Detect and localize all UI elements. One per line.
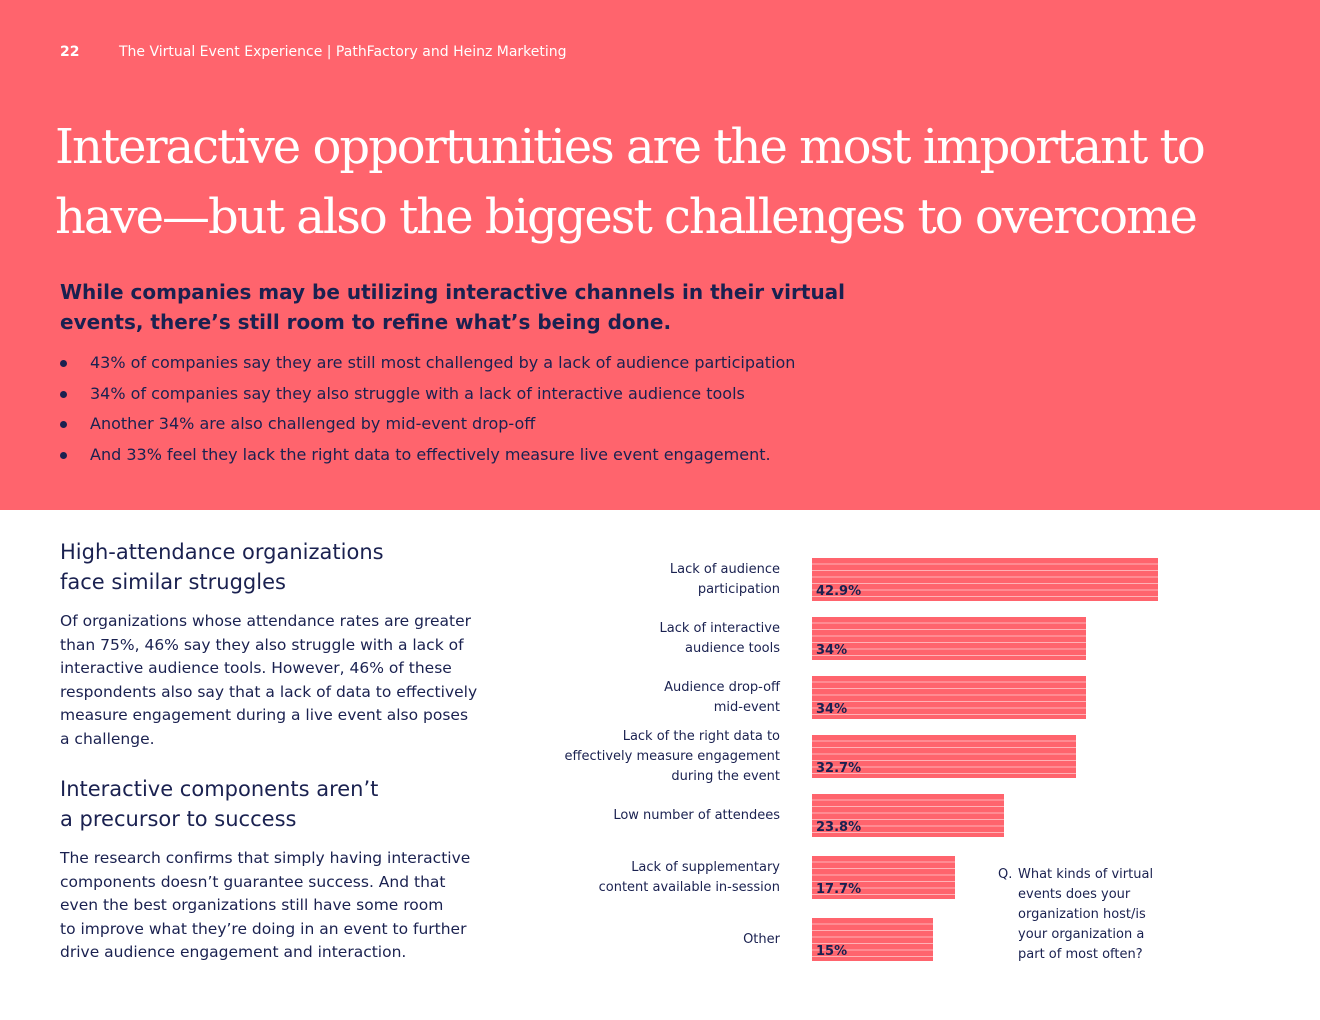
body-line: components doesn’t guarantee success. An… [60, 872, 446, 891]
bar-value-label: 34% [816, 702, 848, 717]
bar: 34% [812, 617, 1087, 660]
key-finding-text: 34% of companies say they also struggle … [90, 383, 745, 403]
body-line: measure engagement during a live event a… [60, 706, 469, 724]
bar-category-label-line: Low number of attendees [613, 807, 780, 823]
question-line: events does your [1018, 887, 1131, 902]
key-finding-item: Another 34% are also challenged by mid-e… [60, 409, 795, 440]
body-line: a challenge. [60, 729, 155, 748]
bar-category-label: Lack of supplementary content available i… [599, 858, 780, 898]
bar-category-label: Low number of attendees [613, 806, 780, 826]
bar-value-label: 32.7% [816, 761, 862, 776]
bar: 23.8% [812, 794, 1004, 837]
bar-value-label: 23.8% [816, 820, 862, 835]
key-finding-text: Another 34% are also challenged by mid-e… [90, 414, 536, 434]
page-number: 22 [60, 44, 80, 60]
running-title: The Virtual Event Experience | PathFacto… [119, 44, 567, 60]
bar: 34% [812, 676, 1087, 719]
bar-category-label-line: during the event [671, 768, 780, 784]
question-line: organization host/is [1018, 907, 1146, 922]
lead-paragraph: While companies may be utilizing interac… [60, 277, 860, 337]
bar-category-label-line: Lack of audience [669, 561, 780, 577]
bar-category-label: Lack of interactive audience tools [660, 619, 781, 659]
page-headline: Interactive opportunities are the most i… [55, 112, 1255, 252]
body-line: drive audience engagement and interactio… [60, 943, 407, 961]
key-finding-item: 34% of companies say they also struggle … [60, 379, 795, 410]
bar: 42.9% [812, 558, 1158, 601]
section-heading-high-attendance: High-attendance organizations face simil… [60, 537, 384, 597]
key-finding-text: 43% of companies say they are still most… [90, 353, 796, 372]
survey-question: Q. What kinds of virtual events does you… [998, 865, 1173, 965]
body-line: than 75%, 46% say they also struggle wit… [60, 635, 464, 654]
bar-category-label-line: participation [697, 581, 780, 597]
bar-category-label: Lack of audience participation [670, 560, 780, 600]
key-finding-text: And 33% feel they lack the right data to… [90, 445, 771, 465]
bar-category-label-line: effectively measure engagement [564, 748, 780, 764]
bar-value-label: 15% [816, 944, 848, 959]
body-line: interactive audience tools. However, 46%… [60, 659, 452, 677]
bullet-dot-icon [60, 421, 67, 429]
key-findings-list: 43% of companies say they are still most… [60, 348, 795, 471]
question-line: part of most often? [1018, 947, 1143, 962]
body-line: to improve what they’re doing in an even… [60, 919, 467, 938]
lead-line-2: events, there’s still room to refine wha… [60, 310, 672, 334]
bullet-dot-icon [60, 360, 67, 367]
section-heading-line: a precursor to success [60, 807, 297, 831]
section-heading-interactive-components: Interactive components aren’t a precurso… [60, 774, 378, 834]
question-line: your organization a [1018, 927, 1145, 942]
section-heading-line: High-attendance organizations [60, 540, 384, 564]
bar-category-label-line: Lack of interactive [659, 620, 781, 636]
section-body-high-attendance: Of organizations whose attendance rates … [60, 610, 505, 751]
headline-line-2: have—but also the biggest challenges to … [55, 189, 1198, 245]
key-finding-item: 43% of companies say they are still most… [60, 348, 795, 379]
question-line: What kinds of virtual [1018, 867, 1154, 882]
question-text: What kinds of virtual events does your o… [998, 865, 1173, 965]
body-line: even the best organizations still have s… [60, 896, 444, 914]
bar: 15% [812, 918, 933, 961]
bar-category-label-line: audience tools [685, 640, 780, 656]
bar-category-label: Audience drop-off mid-event [664, 678, 780, 718]
bullet-dot-icon [60, 452, 67, 460]
bar-category-label-line: mid-event [713, 699, 780, 715]
question-marker: Q. [998, 867, 1013, 882]
bar-value-label: 42.9% [816, 584, 862, 599]
bar-value-label: 17.7% [816, 882, 862, 897]
body-line: respondents also say that a lack of data… [60, 682, 478, 701]
bar: 17.7% [812, 856, 955, 899]
section-heading-line: face similar struggles [60, 570, 286, 594]
bar-value-label: 34% [816, 643, 848, 658]
section-body-interactive-components: The research confirms that simply having… [60, 847, 505, 965]
bar-category-label-line: Other [743, 931, 780, 947]
section-heading-line: Interactive components aren’t [60, 777, 379, 801]
key-finding-item: And 33% feel they lack the right data to… [60, 440, 795, 471]
body-line: Of organizations whose attendance rates … [60, 612, 472, 630]
bullet-dot-icon [60, 390, 67, 398]
bar-category-label-line: Lack of supplementary [631, 859, 780, 875]
bar-category-label: Lack of the right data to effectively mea… [565, 727, 780, 787]
hero-banner: 22 The Virtual Event Experience | PathFa… [0, 0, 1320, 510]
challenges-bar-chart: Lack of audience participation 42.9% Lack o… [540, 540, 1180, 980]
bar-category-label-line: Audience drop-off [664, 679, 780, 695]
headline-line-1: Interactive opportunities are the most i… [55, 119, 1206, 175]
bar-category-label-line: content available in-session [598, 879, 780, 895]
bar-category-label-line: Lack of the right data to [622, 728, 780, 744]
bar-category-label: Other [743, 930, 780, 950]
bar: 32.7% [812, 735, 1076, 778]
body-line: The research confirms that simply having… [60, 849, 471, 867]
lead-line-1: While companies may be utilizing interac… [60, 280, 846, 304]
